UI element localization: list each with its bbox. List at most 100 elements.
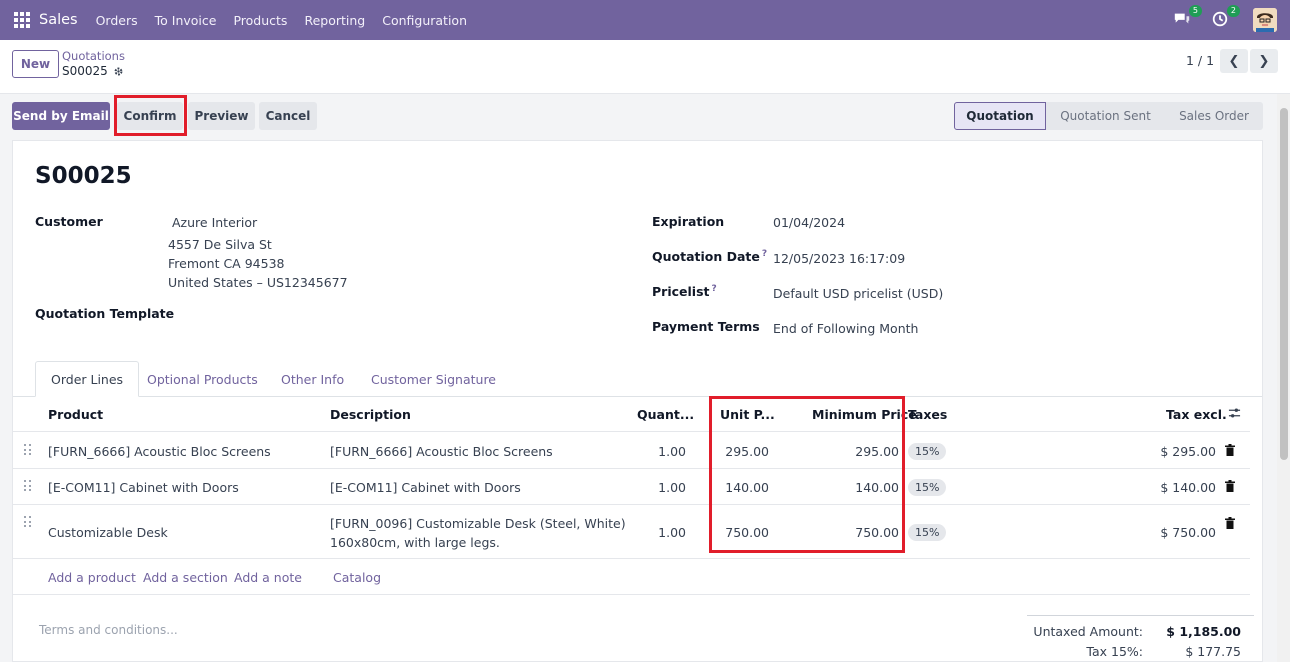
column-header-description[interactable]: Description (330, 407, 411, 422)
drag-handle-icon[interactable] (24, 480, 32, 492)
preview-button[interactable]: Preview (188, 102, 255, 130)
menu-orders[interactable]: Orders (95, 12, 138, 28)
row-product[interactable]: [FURN_6666] Acoustic Bloc Screens (48, 444, 271, 459)
confirm-button[interactable]: Confirm (117, 102, 183, 130)
stage-sales-order[interactable]: Sales Order (1165, 102, 1263, 130)
clock-icon (1212, 11, 1228, 27)
expiration-field[interactable]: 01/04/2024 (773, 215, 846, 230)
status-bar: Quotation Quotation Sent Sales Order (954, 102, 1263, 130)
row-minimum-price[interactable]: 295.00 (855, 444, 899, 459)
row-tax-badge[interactable]: 15% (908, 524, 947, 541)
row-minimum-price[interactable]: 140.00 (855, 480, 899, 495)
column-settings-icon[interactable] (1228, 407, 1241, 419)
row-minimum-price[interactable]: 750.00 (855, 525, 899, 540)
column-header-taxes[interactable]: Taxes (908, 407, 948, 422)
add-note-link[interactable]: Add a note (234, 570, 302, 585)
row-description[interactable]: [FURN_6666] Acoustic Bloc Screens (330, 444, 553, 459)
menu-reporting[interactable]: Reporting (304, 12, 366, 28)
drag-handle-icon[interactable] (24, 516, 32, 528)
row-tax-badge[interactable]: 15% (908, 479, 947, 496)
chevron-left-icon: ❮ (1228, 53, 1240, 69)
menu-to-invoice[interactable]: To Invoice (154, 12, 217, 28)
table-header-divider (13, 431, 1250, 432)
tab-optional-products[interactable]: Optional Products (147, 371, 258, 387)
tax-label: Tax 15%: (1086, 644, 1143, 659)
quotation-template-label: Quotation Template (35, 306, 175, 321)
cancel-button[interactable]: Cancel (259, 102, 317, 130)
catalog-link[interactable]: Catalog (333, 570, 382, 585)
trash-icon[interactable] (1225, 480, 1235, 492)
terms-and-conditions-input[interactable]: Terms and conditions... (39, 623, 178, 637)
pager-next-button[interactable]: ❯ (1250, 49, 1278, 73)
row-description-line2[interactable]: 160x80cm, with large legs. (330, 535, 500, 550)
column-header-minimum-price[interactable]: Minimum Price (812, 407, 917, 422)
tab-order-lines[interactable]: Order Lines (35, 361, 140, 397)
pager-previous-button[interactable]: ❮ (1220, 49, 1248, 73)
row-quantity[interactable]: 1.00 (658, 480, 686, 495)
activities-button[interactable]: 2 (1211, 5, 1240, 30)
trash-icon[interactable] (1225, 444, 1235, 456)
column-header-tax-excl[interactable]: Tax excl. (1166, 407, 1227, 422)
customer-address-line3: United States – US12345677 (168, 275, 348, 290)
row-unit-price[interactable]: 750.00 (725, 525, 769, 540)
control-panel: New Quotations S00025 1 / 1 ❮ ❯ (0, 40, 1290, 94)
app-name[interactable]: Sales (39, 12, 78, 28)
tab-customer-signature[interactable]: Customer Signature (371, 371, 496, 387)
column-header-quantity[interactable]: Quant... (637, 407, 695, 422)
send-by-email-button[interactable]: Send by Email (12, 102, 110, 130)
customer-address-line2: Fremont CA 94538 (168, 256, 285, 271)
tab-other-info[interactable]: Other Info (281, 371, 345, 387)
column-header-product[interactable]: Product (48, 407, 104, 422)
activities-count-badge: 2 (1226, 5, 1240, 17)
page-scrollbar-thumb[interactable] (1280, 108, 1288, 460)
add-product-link[interactable]: Add a product (48, 570, 136, 585)
row-divider (13, 468, 1250, 469)
row-product[interactable]: [E-COM11] Cabinet with Doors (48, 480, 239, 495)
pricelist-label: Pricelist? (652, 284, 717, 299)
quotation-date-label-text: Quotation Date (652, 249, 760, 264)
pricelist-field[interactable]: Default USD pricelist (USD) (773, 286, 944, 301)
row-divider (13, 504, 1250, 505)
expiration-label: Expiration (652, 214, 725, 229)
user-avatar[interactable] (1253, 8, 1277, 32)
row-unit-price[interactable]: 295.00 (725, 444, 769, 459)
messages-button[interactable]: 5 (1173, 5, 1202, 30)
menu-products[interactable]: Products (233, 12, 288, 28)
customer-label: Customer (35, 214, 103, 229)
notebook-tabs: Order Lines Optional Products Other Info… (13, 361, 1262, 397)
pager-value[interactable]: 1 / 1 (1186, 53, 1215, 68)
row-description[interactable]: [E-COM11] Cabinet with Doors (330, 480, 521, 495)
customer-field[interactable]: Azure Interior (172, 215, 258, 230)
new-button[interactable]: New (12, 50, 59, 78)
add-section-link[interactable]: Add a section (143, 570, 228, 585)
form-sheet: S00025 Customer Azure Interior 4557 De S… (12, 140, 1263, 662)
breadcrumb-quotations[interactable]: Quotations (62, 49, 125, 63)
apps-menu-icon[interactable] (14, 12, 30, 28)
navbar-systray: 5 2 (1173, 0, 1290, 40)
trash-icon[interactable] (1225, 517, 1235, 529)
action-buttons-row: Send by Email Confirm Preview Cancel Quo… (0, 94, 1290, 140)
stage-quotation-sent[interactable]: Quotation Sent (1046, 102, 1165, 130)
pricelist-label-text: Pricelist (652, 284, 710, 299)
row-quantity[interactable]: 1.00 (658, 444, 686, 459)
record-title: S00025 (35, 163, 132, 189)
payment-terms-field[interactable]: End of Following Month (773, 321, 919, 336)
column-header-unit-price[interactable]: Unit P... (720, 407, 775, 422)
row-tax-badge[interactable]: 15% (908, 443, 947, 460)
row-description-line1[interactable]: [FURN_0096] Customizable Desk (Steel, Wh… (330, 516, 626, 531)
untaxed-amount-value: $ 1,185.00 (1166, 624, 1241, 639)
stage-quotation[interactable]: Quotation (954, 102, 1046, 130)
gear-icon[interactable] (113, 66, 124, 77)
row-unit-price[interactable]: 140.00 (725, 480, 769, 495)
customer-address-line1: 4557 De Silva St (168, 237, 272, 252)
row-quantity[interactable]: 1.00 (658, 525, 686, 540)
menu-configuration[interactable]: Configuration (382, 12, 468, 28)
top-navbar: Sales Orders To Invoice Products Reporti… (0, 0, 1290, 40)
drag-handle-icon[interactable] (24, 444, 32, 456)
totals-divider (1027, 615, 1254, 616)
quotation-date-field[interactable]: 12/05/2023 16:17:09 (773, 251, 906, 266)
row-product[interactable]: Customizable Desk (48, 525, 168, 540)
payment-terms-label: Payment Terms (652, 319, 760, 334)
help-tooltip-icon[interactable]: ? (711, 284, 717, 294)
help-tooltip-icon[interactable]: ? (761, 249, 768, 259)
